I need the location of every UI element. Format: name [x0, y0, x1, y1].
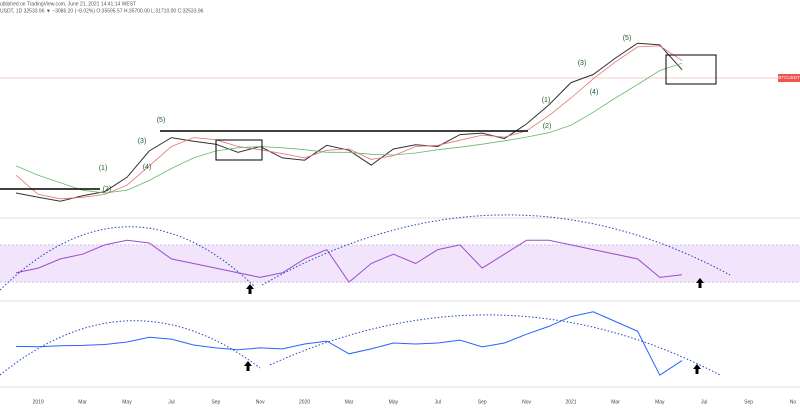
x-tick-label: No	[790, 399, 797, 405]
wave-label: (5)	[157, 117, 166, 124]
x-tick-label: May	[389, 399, 399, 405]
x-tick-label: 2019	[33, 399, 44, 405]
wave-label: (3)	[138, 138, 147, 145]
series-line	[15, 62, 683, 194]
x-tick-label: Nov	[256, 399, 265, 405]
wave-label: (1)	[99, 165, 108, 172]
series-line	[15, 311, 683, 376]
series-line	[15, 45, 683, 200]
arrow	[246, 284, 254, 294]
series-line	[15, 239, 683, 283]
dotted-arc	[269, 314, 721, 376]
x-tick-label: 2020	[299, 399, 310, 405]
wave-label: (4)	[143, 164, 152, 171]
x-tick-label: Mar	[345, 399, 354, 405]
x-tick-label: Jul	[701, 399, 707, 405]
arrow	[693, 364, 701, 374]
x-tick-label: Jul	[435, 399, 441, 405]
wave-label: (2)	[543, 123, 552, 130]
series-line	[15, 42, 683, 202]
dotted-arc	[261, 214, 731, 286]
x-tick-label: 2021	[565, 399, 576, 405]
rsi-band	[0, 244, 800, 283]
x-tick-label: Jul	[168, 399, 174, 405]
published-note: ublished on TradingView.com, June 21, 20…	[0, 1, 136, 7]
box	[215, 139, 263, 161]
x-tick-label: Nov	[522, 399, 531, 405]
dotted-arc	[0, 226, 256, 291]
arrow	[244, 361, 252, 371]
wave-label: (1)	[542, 97, 551, 104]
wave-label: (5)	[623, 35, 632, 42]
x-tick-label: Sep	[478, 399, 487, 405]
price-tag-bg	[778, 74, 800, 82]
x-tick-label: May	[122, 399, 132, 405]
price-tag: BTCUSDT	[778, 75, 800, 80]
wave-label: (3)	[578, 60, 587, 67]
x-tick-label: Mar	[611, 399, 620, 405]
x-tick-label: Mar	[78, 399, 87, 405]
x-tick-label: Sep	[211, 399, 220, 405]
wave-label: (4)	[590, 89, 599, 96]
x-tick-label: Sep	[744, 399, 753, 405]
wave-label: (2)	[103, 186, 112, 193]
x-tick-label: May	[655, 399, 665, 405]
drawing: (1) (2) (3) (4) (5) (1) (2) (3) (4) (5)	[0, 35, 800, 376]
arrow	[696, 278, 704, 288]
box	[665, 54, 717, 85]
symbol-info: USDT, 1D 32533.96 ▼ −3086.20 (−8.02%) O:…	[0, 8, 204, 14]
